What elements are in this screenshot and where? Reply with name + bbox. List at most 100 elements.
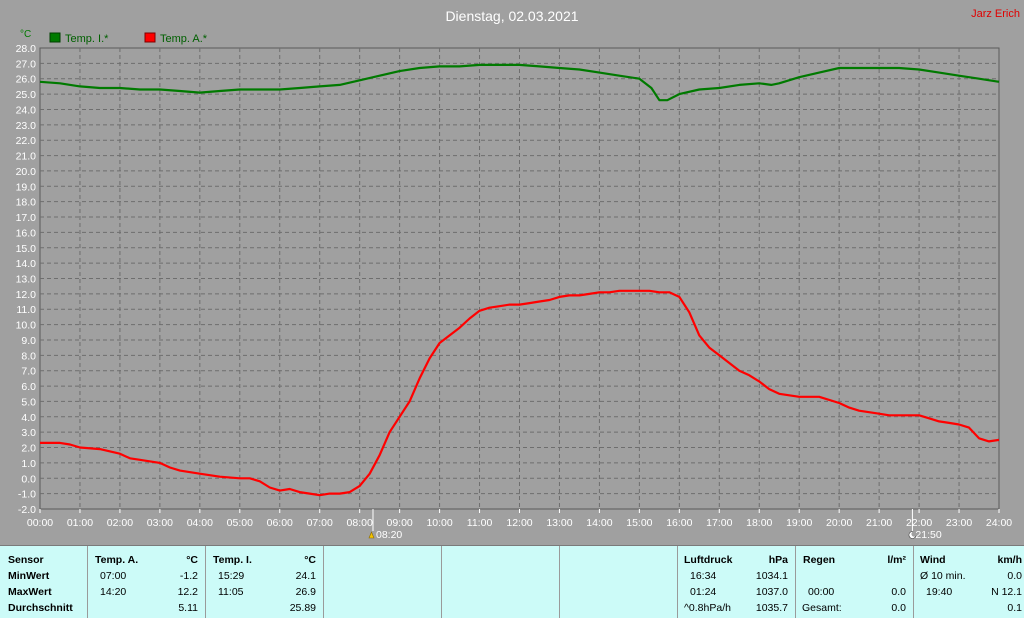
luftdruck-min-time: 16:34 [690,570,717,582]
temp-i-avg-value: 25.89 [289,602,316,614]
y-axis-ticks: 28.0 27.0 26.0 25.0 24.0 23.0 22.0 21.0 20.0 19.0… [16,43,37,516]
sensor-column: Sensor MinWert MaxWert Durchschnitt [0,546,88,618]
y-tick-label: 8.0 [21,350,36,362]
temp-a-max-time: 14:20 [100,586,127,598]
y-tick-label: 15.0 [16,243,37,255]
legend-label-temp-a: Temp. A.* [160,33,208,45]
temp-i-column: Temp. I. °C 15:29 24.1 11:05 26.9 25.89 [206,546,324,618]
luftdruck-max-time: 01:24 [690,586,717,598]
legend-swatch-temp-a [144,32,156,43]
y-tick-label: 16.0 [16,227,37,239]
temp-i-max-time: 11:05 [218,586,244,598]
x-tick-label: 00:00 [27,517,53,529]
temp-i-max-value: 26.9 [295,586,316,598]
row-label-max: MaxWert [8,586,52,598]
chart-area: Dienstag, 02.03.2021 Jarz Erich °C Temp.… [16,8,1020,541]
wind-avg-value: 0.0 [1007,570,1022,582]
chart-title: Dienstag, 02.03.2021 [445,8,578,24]
luftdruck-unit: hPa [768,554,788,566]
y-tick-label: 2.0 [21,443,36,455]
empty-column-2 [442,546,560,618]
temp-a-min-time: 07:00 [100,570,127,582]
y-tick-label: 22.0 [16,135,37,147]
temp-a-header: Temp. A. [95,554,139,566]
y-tick-label: 1.0 [21,458,36,470]
x-tick-label: 17:00 [706,517,732,529]
x-tick-label: 18:00 [746,517,772,529]
regen-max-value: 0.0 [891,586,906,598]
x-tick-label: 04:00 [187,517,213,529]
temp-a-avg-value: 5.11 [178,602,198,614]
y-tick-label: 23.0 [16,120,37,132]
x-tick-label: 09:00 [386,517,412,529]
y-tick-label: 3.0 [21,427,36,439]
empty-column-1 [324,546,442,618]
author-label: Jarz Erich [971,8,1020,20]
y-tick-label: 6.0 [21,381,36,393]
luftdruck-column: Luftdruck hPa 16:34 1034.1 01:24 1037.0 … [678,546,796,618]
wind-column: Wind km/h Ø 10 min. 0.0 19:40 N 12.1 0.1 [914,546,1024,618]
temp-a-unit: °C [186,554,198,566]
wind-max-value: N 12.1 [991,586,1022,598]
y-tick-label: 12.0 [16,289,37,301]
x-tick-label: 07:00 [307,517,333,529]
regen-unit: l/m² [887,554,906,566]
x-tick-label: 11:00 [467,517,493,529]
marker-label: 08:20 [376,529,402,541]
x-tick-label: 15:00 [626,517,652,529]
sunrise-icon [368,531,375,539]
x-tick-label: 02:00 [107,517,133,529]
temp-i-header: Temp. I. [213,554,252,566]
y-tick-label: 21.0 [16,151,37,163]
luftdruck-min-value: 1034.1 [755,570,788,582]
x-tick-label: 12:00 [506,517,532,529]
grid-lines [39,47,1000,510]
data-series [39,63,1000,497]
regen-column: Regen l/m² 00:00 0.0 Gesamt: 0.0 [796,546,914,618]
temp-i-unit: °C [304,554,316,566]
y-tick-label: 25.0 [16,89,37,101]
y-tick-label: 10.0 [16,320,37,332]
y-unit-label: °C [20,29,31,40]
row-label-avg: Durchschnitt [8,602,73,614]
x-tick-label: 20:00 [826,517,852,529]
series-line-temp-i [39,63,1000,102]
x-tick-label: 10:00 [426,517,452,529]
x-tick-label: 21:00 [866,517,892,529]
wind-header: Wind [920,554,946,566]
temp-a-min-value: -1.2 [179,570,198,582]
y-tick-label: 4.0 [21,412,36,424]
x-tick-label: 22:00 [906,517,932,529]
series-line-temp-a [40,289,1000,497]
y-tick-label: 0.0 [21,473,36,485]
regen-total-label: Gesamt: [802,602,842,614]
luftdruck-header: Luftdruck [684,554,733,566]
temp-i-min-value: 24.1 [295,570,316,582]
sensor-header: Sensor [8,554,44,566]
luftdruck-max-value: 1037.0 [755,586,788,598]
empty-column-3 [560,546,678,618]
marker-label: 21:50 [915,529,941,541]
y-tick-label: 17.0 [16,212,37,224]
wind-third-value: 0.1 [1007,602,1022,614]
temp-a-column: Temp. A. °C 07:00 -1.2 14:20 12.2 5.11 [88,546,206,618]
y-tick-label: 5.0 [21,396,36,408]
y-tick-label: 28.0 [16,43,37,55]
y-tick-label: 20.0 [16,166,37,178]
regen-header: Regen [803,554,836,566]
moon-icon [908,531,917,539]
luftdruck-trend: ^0.8hPa/h [684,602,731,614]
x-tick-label: 13:00 [546,517,572,529]
legend-swatch-temp-i [49,32,61,43]
y-tick-label: 27.0 [16,58,37,70]
y-tick-label: 13.0 [16,274,37,286]
regen-total-value: 0.0 [891,602,906,614]
x-tick-label: 06:00 [267,517,293,529]
luftdruck-avg-value: 1035.7 [755,602,788,614]
y-tick-label: 24.0 [16,104,37,116]
y-tick-label: 26.0 [16,74,37,86]
y-tick-label: 7.0 [21,366,36,378]
x-axis-ticks: 00:00 01:00 02:00 03:00 04:00 05:00 06:00 07:00… [27,509,1012,529]
stats-panel: Sensor MinWert MaxWert Durchschnitt Temp… [0,545,1024,618]
x-tick-label: 19:00 [786,517,812,529]
